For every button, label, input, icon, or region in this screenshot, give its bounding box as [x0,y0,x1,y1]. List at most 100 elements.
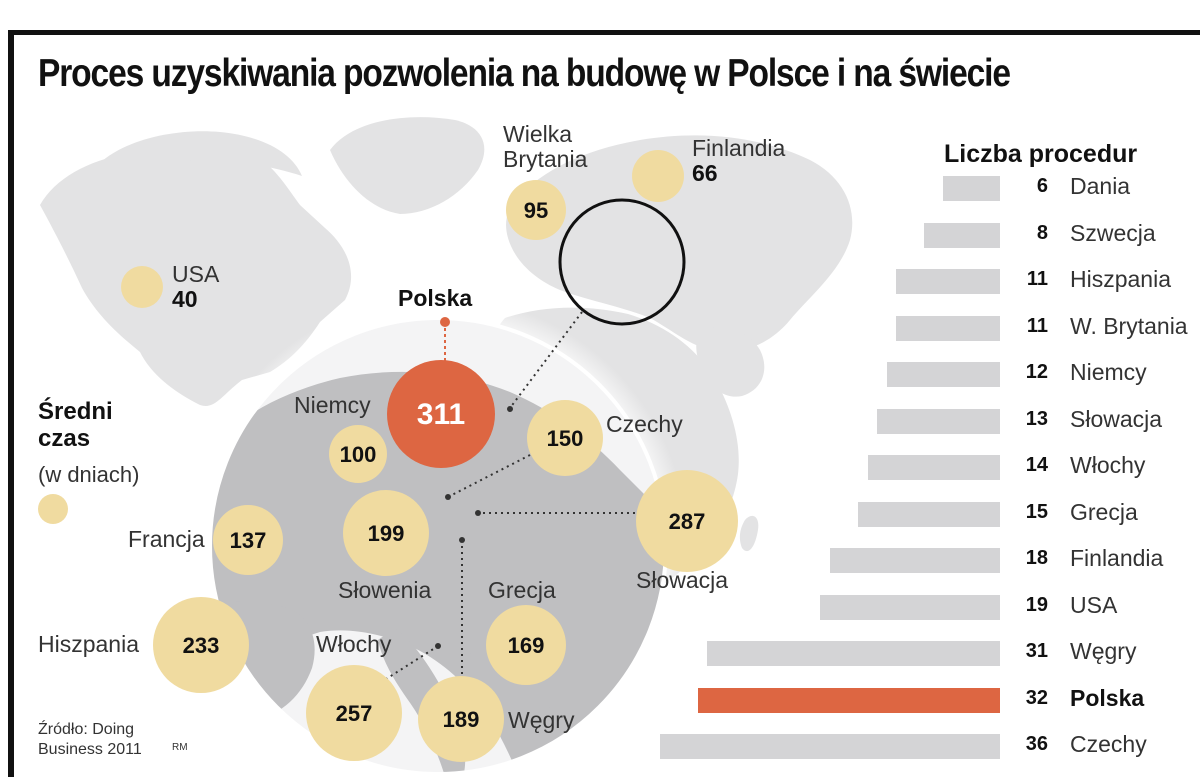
bar-value-usa: 19 [1025,593,1048,616]
country-name-grecja: Grecja [488,577,556,603]
bar-label-finlandia: Finlandia [1070,545,1164,571]
value-włochy: 257 [336,701,373,726]
bar-szwecja [924,222,1000,248]
bar-value-hiszpania: 11 [1026,268,1048,290]
value-francja: 137 [230,528,267,553]
bar-niemcy [886,362,1000,387]
country-name-hiszpania: Hiszpania [38,631,139,657]
bar-value-szwecja: 8 [1036,221,1048,244]
madagascar-shape [739,515,759,552]
bar-grecja [858,501,1000,527]
bar-dania [943,176,1000,201]
bar-value-dania: 6 [1036,175,1048,197]
bubble-włochy [306,665,402,761]
value-grecja: 169 [508,633,545,658]
source-line1: Źródło: Doing [38,721,135,738]
bar-value-finlandia: 18 [1025,547,1048,569]
greenland-shape [330,117,485,214]
bar-value-czechy: 36 [1025,733,1048,755]
polska-pin [440,317,450,327]
bubble-niemcy [329,425,387,483]
chart-title: Proces uzyskiwania pozwolenia na budowę … [38,52,1011,95]
north-america-shape [40,145,352,406]
bubble-francja [213,505,283,575]
bar-value-polska: 32 [1025,686,1048,709]
label-finlandia: Finlandia 66 [692,136,785,186]
bar-włochy [867,455,1000,480]
value-słowenia: 199 [368,521,405,546]
legend-title-line2: czas [38,425,91,452]
bar-label-włochy: Włochy [1070,452,1146,478]
bar-usa [820,594,1000,620]
leader-europe-inset [509,311,583,409]
country-name-finlandia: Finlandia [692,135,786,161]
bubble-polska [387,360,495,468]
leader-dot-wlochy [435,643,441,649]
bar-value-w-brytania: 11 [1026,314,1048,337]
procedures-chart-title: Liczba procedur [944,140,1138,168]
bubble-węgry [418,676,504,762]
value-czechy: 150 [547,426,584,451]
leader-dot-inset [507,406,513,412]
country-name-włochy: Włochy [316,631,392,657]
bubble-layer: 95 311 100 150 137 199 287 233 169 257 189 [121,150,738,762]
bar-label-grecja: Grecja [1070,498,1138,525]
value-niemcy: 100 [340,442,377,467]
leader-wlochy [371,645,439,689]
value-wielka-brytania: 95 [524,198,548,223]
bar-value-niemcy: 12 [1025,361,1048,383]
bar-label-polska: Polska [1070,684,1145,711]
bar-polska [697,687,1000,713]
bar-finlandia [829,548,1000,573]
country-name-słowenia: Słowenia [338,577,432,603]
frame-top-rule [8,30,1200,35]
bar-label-hiszpania: Hiszpania [1070,266,1171,292]
arabia-shape [696,326,765,397]
bubble-wielka-brytania [506,180,566,240]
legend-title: Średni czas [38,398,113,452]
value-hiszpania: 233 [183,633,220,658]
bar-label-węgry: Węgry [1070,638,1137,664]
source-note: Źródło: Doing Business 2011 [38,720,142,760]
bubble-grecja [486,605,566,685]
bar-czechy [659,734,1000,759]
bubble-usa [121,266,163,308]
country-name-czechy: Czechy [606,411,683,437]
bubble-słowacja [636,470,738,572]
value-węgry: 189 [443,707,480,732]
bar-label-dania: Dania [1070,173,1131,199]
bar-label-szwecja: Szwecja [1070,219,1156,246]
country-name-polska: Polska [398,285,473,311]
country-name-słowacja: Słowacja [636,567,729,593]
country-name-francja: Francja [128,526,205,552]
europe-asia-shape [506,135,853,352]
frame-left-rule [8,30,14,777]
leader-dot-czechy [445,494,451,500]
bar-value-węgry: 31 [1025,640,1048,662]
bar-węgry [707,641,1000,666]
bar-słowacja [877,408,1000,434]
canada-north-shape [95,131,302,176]
bar-label-niemcy: Niemcy [1070,359,1147,385]
bar-value-słowacja: 13 [1025,407,1048,430]
bar-value-włochy: 14 [1025,454,1048,476]
value-usa: 40 [172,286,198,312]
value-polska: 311 [417,398,465,431]
bar-value-grecja: 15 [1025,500,1048,523]
legend-subtitle: (w dniach) [38,462,140,487]
value-słowacja: 287 [669,509,706,534]
bubble-słowenia [343,490,429,576]
bubble-hiszpania [153,597,249,693]
country-name-niemcy: Niemcy [294,392,371,418]
bar-label-w-brytania: W. Brytania [1070,312,1188,339]
legend-bubble-swatch [38,494,68,524]
bubble-czechy [527,400,603,476]
europe-locator-ring [558,198,686,326]
country-name-usa: USA [172,261,220,287]
country-name-wielka-brytania: Wielka Brytania [503,121,588,172]
author-mark: RM [172,742,188,753]
label-usa: USA 40 [172,262,219,312]
source-line2: Business 2011 [38,741,142,758]
bar-hiszpania [896,269,1000,294]
